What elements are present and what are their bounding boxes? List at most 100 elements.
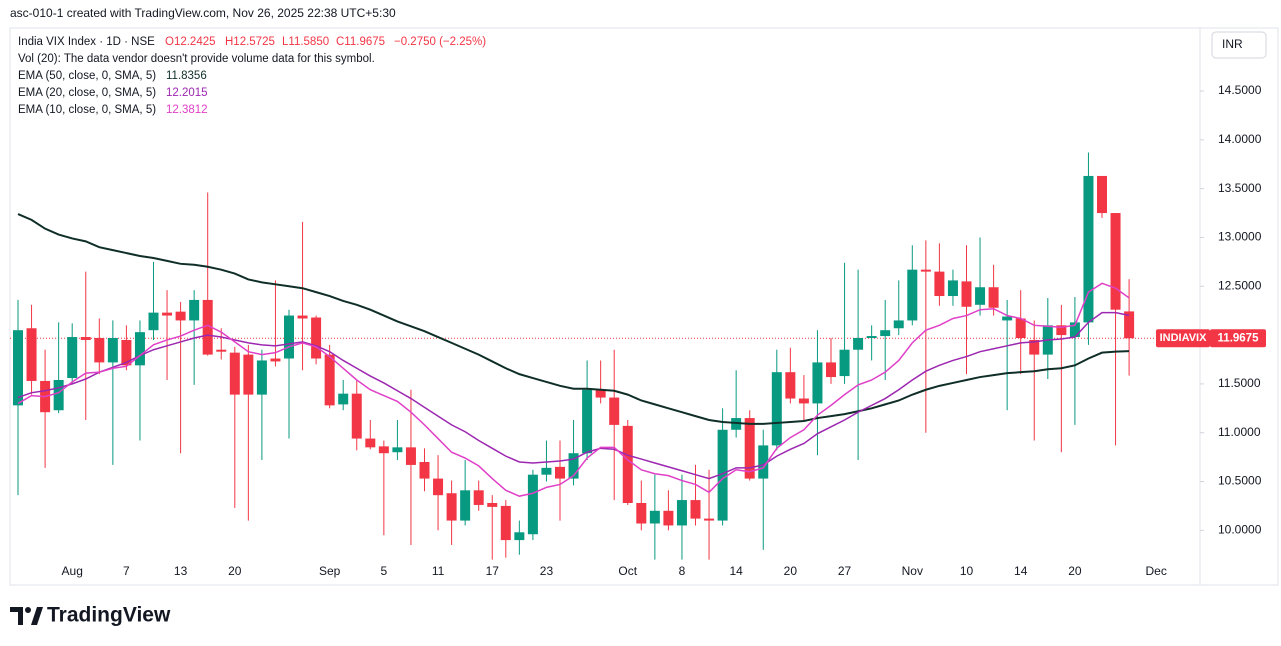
candle-body — [744, 418, 755, 479]
candle-body — [338, 393, 349, 405]
candle-body — [826, 362, 836, 378]
candle-body — [53, 379, 64, 411]
candle-body — [189, 299, 200, 321]
legend-value: 12.2015 — [166, 87, 208, 99]
candle-body — [893, 320, 904, 329]
candle-body — [148, 312, 159, 331]
candle-body — [256, 360, 267, 395]
x-tick-label: 11 — [432, 564, 445, 578]
x-tick-label: 5 — [381, 564, 388, 578]
x-tick-label: Nov — [902, 564, 923, 578]
candle-body — [839, 349, 850, 377]
candle-body — [311, 317, 322, 359]
y-tick-label: 13.0000 — [1218, 230, 1262, 244]
x-tick-label: 8 — [679, 564, 686, 578]
x-tick-label: 23 — [540, 564, 554, 578]
currency-button[interactable]: INR — [1211, 31, 1267, 59]
legend-title: India VIX Index · 1D · NSE — [18, 36, 155, 48]
candle-body — [853, 338, 864, 350]
logo-mark — [31, 607, 43, 625]
candle-body — [934, 271, 945, 297]
currency-box[interactable] — [1211, 31, 1267, 59]
candle-body — [907, 269, 918, 321]
volume-note: Vol (20): The data vendor doesn't provid… — [18, 53, 375, 65]
candle-body — [622, 425, 633, 503]
brand: TradingView — [10, 604, 171, 627]
candle-body — [1097, 175, 1107, 214]
candle-body — [866, 336, 877, 339]
candle-body — [1056, 325, 1067, 336]
candle-body — [405, 447, 416, 465]
candle-body — [134, 332, 145, 366]
candle-body — [676, 500, 687, 526]
candle-body — [514, 532, 525, 541]
candle-body — [961, 281, 972, 307]
x-tick-label: Oct — [618, 564, 637, 578]
candle-body — [324, 354, 335, 406]
legend-ohlc: C11.9675 — [336, 36, 385, 48]
candle-body — [229, 352, 240, 395]
candle-body — [419, 461, 430, 479]
candle-body — [988, 287, 999, 308]
x-tick-label: 20 — [1068, 564, 1082, 578]
candle-body — [80, 337, 91, 340]
candle-body — [527, 474, 538, 535]
currency[interactable]: INR — [1222, 37, 1243, 51]
candle-body — [67, 337, 78, 379]
x-tick-label: 14 — [1014, 564, 1028, 578]
candle-body — [663, 510, 674, 526]
logo-mark — [10, 607, 23, 625]
legend-ohlc: L11.5850 — [282, 36, 329, 48]
candle-body — [94, 338, 105, 363]
candle-body — [717, 429, 728, 521]
candle-body — [649, 510, 660, 524]
y-tick-label: 13.5000 — [1218, 181, 1262, 195]
candle-body — [162, 312, 173, 316]
legend-ohlc: H12.5725 — [225, 36, 275, 48]
candle-body — [243, 354, 254, 395]
candle-body — [473, 490, 484, 505]
candle-body — [1029, 339, 1040, 355]
candle-body — [365, 438, 376, 448]
candle-body — [568, 453, 579, 479]
x-tick-label: Aug — [62, 564, 83, 578]
candle-body — [487, 502, 498, 507]
x-tick-label: 27 — [838, 564, 852, 578]
legend-ohlc: O12.2425 — [165, 36, 216, 48]
price-tag-value-box — [1210, 329, 1266, 348]
chart-frame — [9, 27, 1279, 586]
ema-line — [17, 311, 1130, 480]
logo-mark — [25, 607, 31, 613]
candle-body — [392, 447, 403, 453]
candle-body — [121, 339, 132, 366]
legend: India VIX Index · 1D · NSE O12.2425 H12.… — [18, 36, 486, 116]
candle-body — [1002, 316, 1013, 321]
x-tick-label: 14 — [729, 564, 743, 578]
candle-body — [1110, 213, 1121, 310]
x-tick-label: 20 — [228, 564, 242, 578]
y-tick-label: 14.5000 — [1218, 83, 1262, 97]
candle-body — [812, 362, 823, 404]
legend-value: 12.3812 — [166, 104, 208, 116]
candle-body — [270, 358, 281, 362]
ema-line — [17, 282, 1130, 497]
candle-body — [920, 269, 931, 272]
y-tick-label: 10.5000 — [1218, 474, 1262, 488]
x-tick-label: 10 — [960, 564, 974, 578]
candle-body — [1083, 175, 1094, 323]
x-tick-label: 7 — [123, 564, 130, 578]
price-tag-name: INDIAVIX — [1160, 332, 1208, 344]
candle-body — [446, 493, 457, 521]
candle-body — [771, 372, 782, 446]
candle-body — [609, 397, 620, 425]
candle-body — [1069, 322, 1080, 338]
candle-body — [636, 502, 647, 524]
ema-line — [17, 213, 1130, 425]
candle-body — [297, 315, 308, 319]
candle-body — [1015, 318, 1026, 339]
candle-body — [595, 389, 606, 398]
candle-body — [202, 299, 213, 355]
header: asc-010-1 created with TradingView.com, … — [10, 6, 396, 20]
candle-body — [798, 398, 809, 404]
legend-change: −0.2750 (−2.25%) — [394, 36, 486, 48]
